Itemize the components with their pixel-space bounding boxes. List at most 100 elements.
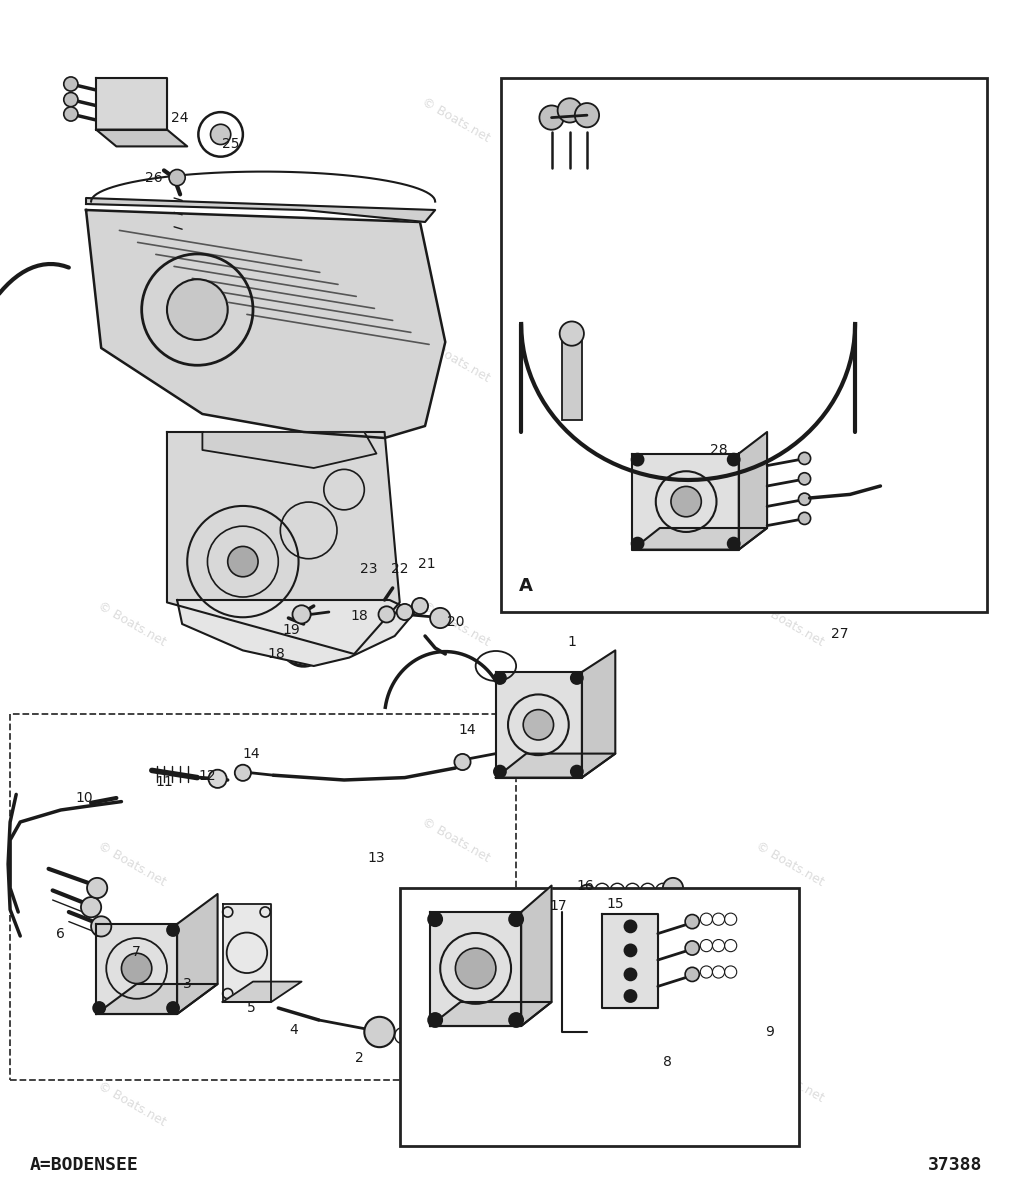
Circle shape: [430, 608, 450, 628]
Text: 1: 1: [567, 635, 575, 649]
Text: 27: 27: [830, 626, 848, 641]
Circle shape: [81, 898, 101, 917]
Circle shape: [93, 1002, 105, 1014]
Circle shape: [378, 606, 394, 623]
Text: 25: 25: [221, 137, 240, 151]
Text: 16: 16: [575, 878, 593, 893]
Text: © Boats.net: © Boats.net: [95, 95, 168, 145]
Polygon shape: [222, 982, 301, 1002]
Circle shape: [454, 754, 470, 770]
Circle shape: [574, 103, 599, 127]
Text: 19: 19: [282, 623, 300, 637]
Text: A: A: [519, 577, 533, 594]
Text: © Boats.net: © Boats.net: [419, 95, 491, 145]
Circle shape: [662, 878, 682, 898]
Circle shape: [727, 454, 739, 466]
Text: © Boats.net: © Boats.net: [752, 599, 825, 649]
Polygon shape: [96, 984, 217, 1014]
Polygon shape: [430, 1002, 551, 1026]
Polygon shape: [96, 78, 167, 130]
Circle shape: [798, 452, 810, 464]
Circle shape: [87, 878, 107, 898]
Circle shape: [624, 990, 636, 1002]
Polygon shape: [495, 672, 581, 778]
Bar: [500, 78, 986, 612]
Text: 14: 14: [458, 722, 476, 737]
Circle shape: [798, 512, 810, 524]
Circle shape: [509, 912, 523, 926]
Circle shape: [539, 106, 563, 130]
Text: © Boats.net: © Boats.net: [752, 839, 825, 889]
Text: 22: 22: [390, 562, 408, 576]
Circle shape: [559, 322, 583, 346]
Text: 20: 20: [446, 614, 464, 629]
Circle shape: [570, 672, 582, 684]
Circle shape: [684, 914, 699, 929]
Polygon shape: [86, 210, 445, 438]
Text: 21: 21: [418, 557, 436, 571]
Circle shape: [169, 169, 185, 186]
Text: 11: 11: [155, 775, 173, 790]
Circle shape: [364, 1016, 394, 1048]
Circle shape: [396, 604, 412, 620]
Circle shape: [727, 538, 739, 550]
Text: © Boats.net: © Boats.net: [95, 335, 168, 385]
Polygon shape: [632, 528, 766, 550]
Bar: [561, 336, 581, 420]
Polygon shape: [177, 600, 415, 666]
Bar: [399, 888, 799, 1146]
Circle shape: [64, 107, 78, 121]
Bar: [10, 714, 516, 1080]
Text: © Boats.net: © Boats.net: [419, 599, 491, 649]
Circle shape: [624, 944, 636, 956]
Text: 17: 17: [549, 899, 567, 913]
Polygon shape: [602, 914, 657, 1008]
Text: 6: 6: [57, 926, 65, 941]
Polygon shape: [96, 924, 177, 1014]
Circle shape: [624, 968, 636, 980]
Circle shape: [167, 1002, 179, 1014]
Text: 24: 24: [171, 110, 189, 125]
Text: 8: 8: [663, 1055, 671, 1069]
Polygon shape: [86, 198, 435, 222]
Circle shape: [64, 77, 78, 91]
Polygon shape: [521, 886, 551, 1026]
Text: 9: 9: [764, 1025, 772, 1039]
Circle shape: [208, 769, 226, 788]
Circle shape: [167, 924, 179, 936]
Circle shape: [292, 605, 310, 624]
Polygon shape: [430, 912, 521, 1026]
Circle shape: [542, 888, 560, 907]
Text: 15: 15: [606, 896, 624, 911]
Circle shape: [428, 1013, 442, 1027]
Text: 14: 14: [242, 746, 260, 761]
Circle shape: [210, 125, 231, 144]
Circle shape: [455, 948, 495, 989]
Polygon shape: [632, 454, 738, 550]
Circle shape: [557, 98, 581, 122]
Polygon shape: [581, 650, 615, 778]
Circle shape: [631, 454, 643, 466]
Circle shape: [483, 1030, 508, 1054]
Text: 2: 2: [355, 1051, 363, 1066]
Text: © Boats.net: © Boats.net: [419, 1079, 491, 1129]
Text: 10: 10: [75, 791, 93, 805]
Text: © Boats.net: © Boats.net: [95, 599, 168, 649]
Text: © Boats.net: © Boats.net: [95, 839, 168, 889]
Circle shape: [227, 546, 258, 577]
Circle shape: [64, 92, 78, 107]
Text: 3: 3: [183, 977, 191, 991]
Text: 26: 26: [145, 170, 163, 185]
Circle shape: [684, 941, 699, 955]
Polygon shape: [96, 130, 187, 146]
Text: 12: 12: [198, 769, 216, 784]
Text: 4: 4: [289, 1022, 297, 1037]
Polygon shape: [202, 432, 376, 468]
Circle shape: [509, 1013, 523, 1027]
Text: © Boats.net: © Boats.net: [95, 1079, 168, 1129]
Circle shape: [631, 538, 643, 550]
Text: 37388: 37388: [927, 1156, 981, 1174]
Circle shape: [578, 884, 594, 901]
Text: 18: 18: [267, 647, 285, 661]
Polygon shape: [222, 904, 271, 1002]
